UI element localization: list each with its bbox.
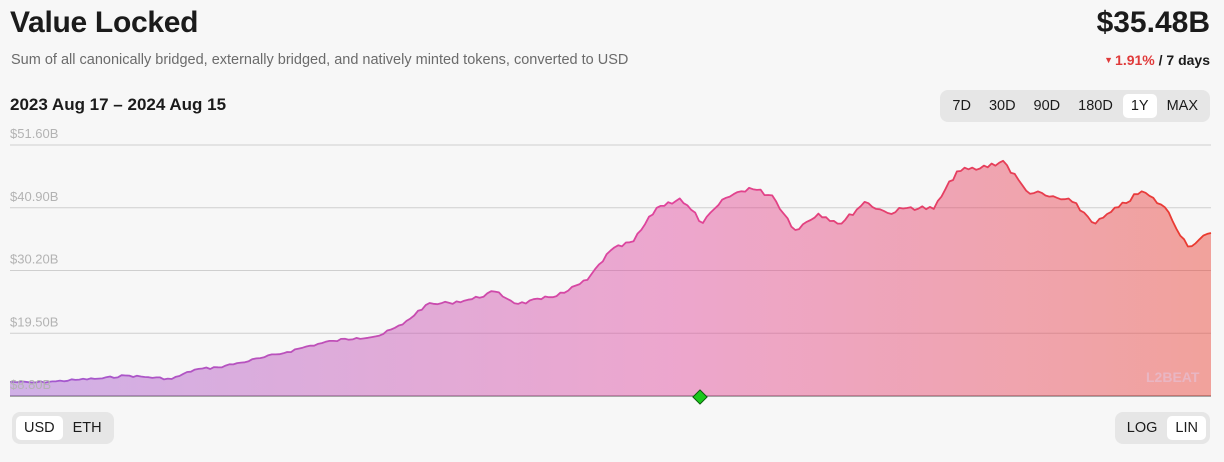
- data-point: [1209, 231, 1213, 235]
- scale-selector: LOG LIN: [1114, 412, 1210, 444]
- data-point: [632, 239, 636, 243]
- data-point: [285, 350, 289, 354]
- data-point: [100, 376, 104, 380]
- total-value: $35.48B: [1096, 6, 1210, 39]
- data-point: [839, 222, 843, 226]
- data-point: [1117, 205, 1121, 209]
- change-period: / 7 days: [1158, 52, 1210, 68]
- value-area: [10, 160, 1211, 396]
- l2beat-watermark: L2BEAT: [1146, 369, 1200, 385]
- data-point: [1070, 200, 1074, 204]
- data-point: [747, 186, 751, 190]
- page-subtitle: Sum of all canonically bridged, external…: [11, 52, 629, 68]
- data-point: [724, 196, 728, 200]
- range-180d-button[interactable]: 180D: [1078, 98, 1113, 114]
- data-point: [1094, 222, 1098, 226]
- data-point: [539, 297, 543, 301]
- change-percent: 1.91%: [1115, 52, 1155, 68]
- value-line: [9, 159, 1212, 384]
- data-point: [262, 355, 266, 359]
- unit-usd-button[interactable]: USD: [16, 416, 63, 440]
- page-title: Value Locked: [10, 6, 199, 39]
- data-point: [8, 380, 12, 384]
- data-point: [1186, 244, 1190, 248]
- data-point: [401, 322, 405, 326]
- data-point: [585, 278, 589, 282]
- unit-selector: USD ETH: [12, 412, 114, 444]
- data-point: [54, 379, 58, 383]
- y-tick-label: $40.90B: [10, 189, 58, 204]
- data-point: [77, 378, 81, 382]
- data-point: [216, 365, 220, 369]
- data-point: [1047, 195, 1051, 199]
- data-point: [493, 290, 497, 294]
- data-point: [816, 212, 820, 216]
- data-point: [978, 166, 982, 170]
- y-tick-label: $19.50B: [10, 314, 58, 329]
- range-1y-button[interactable]: 1Y: [1122, 94, 1157, 118]
- unit-eth-button[interactable]: ETH: [72, 420, 102, 436]
- data-point: [909, 205, 913, 209]
- current-position-marker[interactable]: [692, 389, 708, 405]
- data-point: [378, 334, 382, 338]
- time-range-selector: 7D 30D 90D 180D 1Y MAX: [940, 90, 1210, 122]
- data-point: [170, 377, 174, 381]
- data-point: [308, 344, 312, 348]
- data-point: [655, 206, 659, 210]
- data-point: [147, 375, 151, 379]
- data-point: [793, 228, 797, 232]
- data-point: [354, 336, 358, 340]
- data-point: [470, 297, 474, 301]
- data-point: [123, 373, 127, 377]
- data-point: [678, 196, 682, 200]
- range-30d-button[interactable]: 30D: [988, 98, 1016, 114]
- data-point: [886, 211, 890, 215]
- data-point: [955, 169, 959, 173]
- data-point: [609, 249, 613, 253]
- date-range-label: 2023 Aug 17 – 2024 Aug 15: [10, 95, 227, 114]
- scale-lin-button[interactable]: LIN: [1167, 416, 1206, 440]
- data-point: [770, 193, 774, 197]
- data-point: [331, 339, 335, 343]
- data-point: [863, 200, 867, 204]
- data-point: [516, 302, 520, 306]
- data-point: [1140, 189, 1144, 193]
- data-point: [447, 301, 451, 305]
- data-point: [562, 291, 566, 295]
- change-row: ▼ 1.91% / 7 days: [1104, 52, 1210, 68]
- data-point: [193, 368, 197, 372]
- y-tick-label: $30.20B: [10, 252, 58, 267]
- data-point: [1024, 189, 1028, 193]
- y-tick-label: $51.60B: [10, 126, 58, 141]
- data-point: [31, 381, 35, 385]
- y-tick-label: $8.80B: [10, 377, 51, 392]
- data-point: [932, 207, 936, 211]
- data-point: [1163, 205, 1167, 209]
- triangle-down-icon: ▼: [1104, 55, 1114, 65]
- range-90d-button[interactable]: 90D: [1033, 98, 1061, 114]
- data-point: [1001, 159, 1005, 163]
- data-point: [424, 303, 428, 307]
- scale-log-button[interactable]: LOG: [1126, 420, 1158, 436]
- range-7d-button[interactable]: 7D: [952, 98, 971, 114]
- data-point: [239, 361, 243, 365]
- range-max-button[interactable]: MAX: [1166, 98, 1198, 114]
- data-point: [701, 221, 705, 225]
